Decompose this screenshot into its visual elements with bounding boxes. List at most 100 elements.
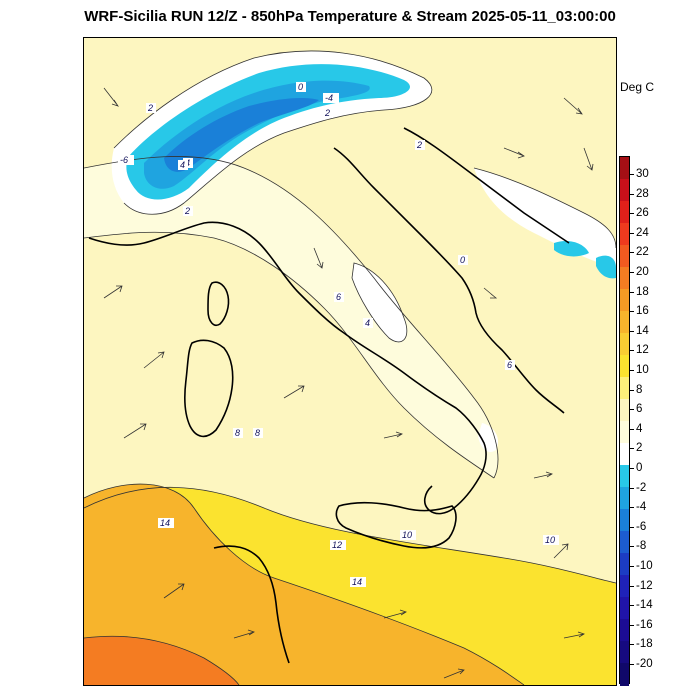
colorbar-tick-mark	[630, 526, 634, 528]
colorbar-segment	[620, 377, 629, 400]
colorbar-tick-mark	[630, 311, 634, 313]
colorbar-tick-mark	[630, 585, 634, 587]
contour-label: 8	[255, 428, 260, 438]
colorbar-tick-mark	[630, 272, 634, 273]
colorbar-segment	[620, 553, 629, 576]
coastline	[88, 127, 570, 664]
contour-label-bg	[233, 428, 243, 438]
temperature-band-minus2-balkans-2	[596, 255, 616, 279]
temperature-band-4-apennine	[352, 263, 407, 342]
contour-label-bg	[350, 577, 366, 587]
colorbar-tick-mark	[630, 409, 634, 411]
contour-label: -4	[325, 93, 333, 103]
contour-label-bg	[323, 108, 333, 118]
streamline-arrows	[103, 87, 594, 679]
colorbar-tick-label: -2	[636, 481, 647, 494]
contour-label-bg	[323, 93, 339, 103]
colorbar-tick-label: -10	[636, 560, 653, 572]
contour-label: 4	[180, 160, 185, 170]
contour-label: 14	[352, 577, 362, 587]
colorbar-tick-label: 2	[636, 442, 643, 455]
colorbar-tick-label: 22	[636, 246, 649, 259]
colorbar-tick-label: -12	[636, 579, 653, 592]
temperature-band-16	[84, 636, 239, 685]
colorbar-segment	[620, 157, 629, 180]
temperature-contours	[84, 50, 616, 685]
colorbar-tick-label: -20	[636, 658, 653, 670]
contour-label-bg	[400, 530, 416, 540]
colorbar-segment	[620, 201, 629, 224]
contour-label-bg	[296, 82, 306, 92]
colorbar-tick-mark	[630, 350, 634, 352]
contour-label-bg	[505, 360, 515, 370]
contour-label: 2	[416, 140, 422, 150]
colorbar-tick-label: -8	[636, 540, 647, 553]
colorbar-tick-mark	[630, 330, 634, 332]
contour-label: 2	[184, 206, 190, 216]
contour-label: 10	[402, 530, 412, 540]
contour-label: 10	[545, 535, 555, 545]
contour-label-bg	[458, 255, 468, 265]
colorbar-tick-mark	[630, 546, 634, 548]
colorbar-tick-mark	[630, 428, 634, 430]
contour-label: 0	[460, 255, 465, 265]
contour-label-bg	[183, 206, 193, 216]
colorbar-tick-label: 10	[636, 364, 649, 376]
contour-label: 8	[235, 428, 240, 438]
colorbar-tick-mark	[630, 605, 634, 607]
contour-label: 0	[298, 82, 303, 92]
contour-label-bg	[178, 160, 188, 170]
colorbar-tick-mark	[630, 213, 634, 215]
contour-label-bg	[146, 103, 156, 113]
contour-label-bg	[543, 535, 559, 545]
colorbar-segment	[620, 355, 629, 378]
colorbar-tick-mark	[630, 232, 634, 234]
temperature-band-minus6-alps	[164, 98, 319, 172]
colorbar-tick-label: -18	[636, 638, 653, 651]
contour-label-bg	[330, 540, 346, 550]
colorbar-tick-label: 14	[636, 324, 649, 337]
contour-label-bg	[118, 155, 134, 165]
contour-label: 6	[507, 360, 512, 370]
colorbar-segment	[620, 641, 629, 664]
colorbar-tick-mark	[630, 664, 634, 665]
contour-label-bg	[253, 428, 263, 438]
colorbar-tick-label: 16	[636, 305, 649, 318]
contour-label-bg	[334, 292, 344, 302]
colorbar-tick-mark	[630, 291, 634, 293]
colorbar-segment	[620, 443, 629, 466]
units-label: Deg C	[620, 80, 655, 94]
contour-label: 14	[160, 518, 170, 528]
colorbar-segment	[620, 333, 629, 356]
colorbar-segment	[620, 267, 629, 290]
colorbar-tick-label: -16	[636, 618, 653, 631]
colorbar	[619, 156, 630, 686]
colorbar-segment	[620, 289, 629, 312]
colorbar-tick-label: 6	[636, 403, 643, 416]
colorbar-segment	[620, 597, 629, 620]
colorbar-tick-mark	[630, 252, 634, 254]
contour-label-bg	[363, 318, 373, 328]
colorbar-tick-label: -4	[636, 501, 647, 514]
colorbar-tick-label: 30	[636, 168, 649, 180]
contour-label: 4	[365, 318, 370, 328]
map-title: WRF-Sicilia RUN 12/Z - 850hPa Temperatur…	[84, 8, 616, 25]
colorbar-tick-mark	[630, 193, 634, 195]
colorbar-tick-label: 4	[636, 422, 643, 435]
colorbar-tick-label: -6	[636, 520, 647, 533]
contour-label-bg	[415, 140, 425, 150]
colorbar-segment	[620, 663, 629, 686]
colorbar-segment	[620, 245, 629, 268]
colorbar-tick-mark	[630, 468, 634, 469]
colorbar-tick-label: 0	[636, 462, 643, 474]
colorbar-tick-mark	[630, 644, 634, 646]
contour-label: 6	[336, 292, 341, 302]
colorbar-tick-label: 28	[636, 187, 649, 200]
temperature-band-4-calabria	[478, 423, 499, 453]
temperature-band-minus2-balkans	[554, 241, 589, 257]
colorbar-tick-mark	[630, 566, 634, 567]
